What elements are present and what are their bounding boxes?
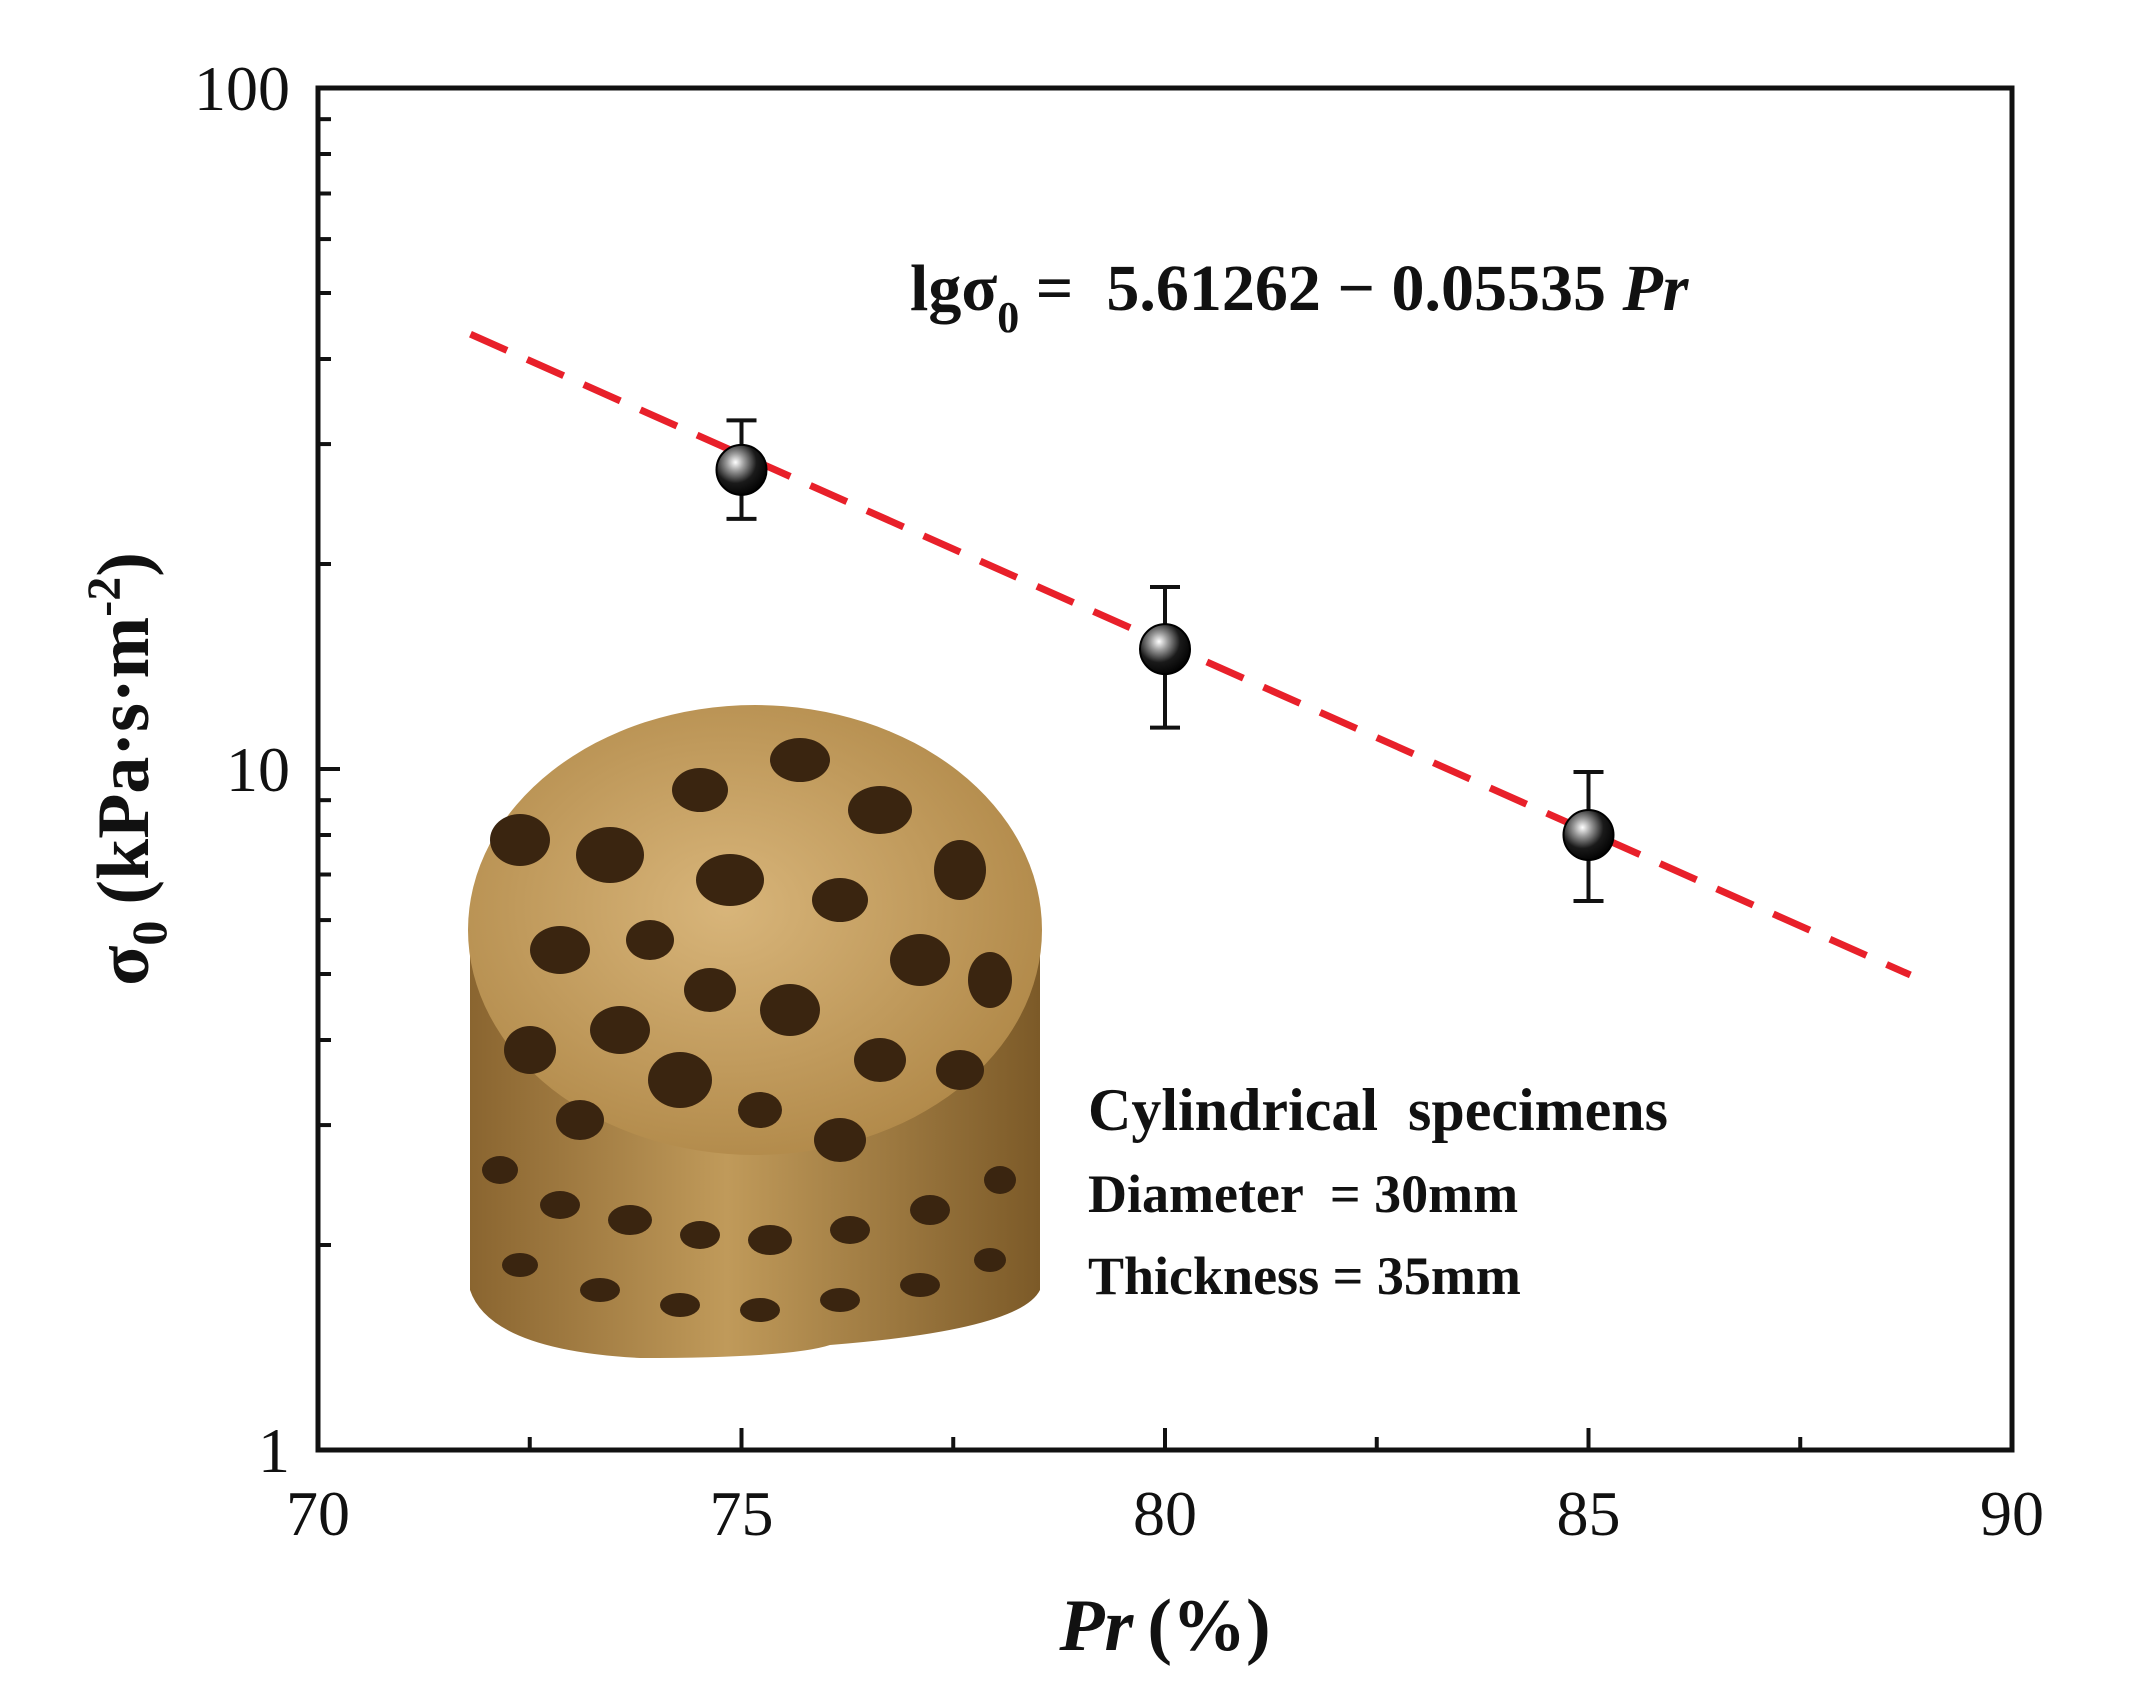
x-axis-tick-labels: 70 75 80 85 90 bbox=[286, 1478, 2044, 1549]
y-tick-label: 100 bbox=[194, 53, 290, 124]
x-tick-label: 70 bbox=[286, 1478, 350, 1549]
data-series bbox=[715, 418, 1615, 903]
x-tick-label: 80 bbox=[1133, 1478, 1197, 1549]
y-axis-tick-labels: 1 10 100 bbox=[194, 53, 290, 1486]
x-tick-label: 75 bbox=[710, 1478, 774, 1549]
annotation-diameter: Diameter = 30mm bbox=[1088, 1164, 1518, 1224]
data-point bbox=[1562, 808, 1615, 861]
y-axis-ticks bbox=[318, 86, 340, 1452]
y-tick-label: 1 bbox=[258, 1415, 290, 1486]
specimen-photo bbox=[468, 705, 1042, 1358]
fit-equation: lgσ0 = 5.61262 − 0.05535 Pr bbox=[910, 252, 1690, 342]
data-point bbox=[715, 443, 768, 496]
x-tick-label: 85 bbox=[1557, 1478, 1621, 1549]
y-axis-title: σ0(kPa·s·m-2) bbox=[78, 552, 177, 986]
x-axis-title: Pr (%) bbox=[1058, 1585, 1270, 1667]
x-axis-ticks bbox=[316, 1428, 2014, 1450]
y-tick-label: 10 bbox=[226, 734, 290, 805]
x-tick-label: 90 bbox=[1980, 1478, 2044, 1549]
fit-line bbox=[469, 330, 1912, 979]
annotation-title: Cylindrical specimens bbox=[1088, 1077, 1668, 1143]
annotation-thickness: Thickness = 35mm bbox=[1088, 1246, 1521, 1306]
data-point bbox=[1139, 623, 1191, 676]
